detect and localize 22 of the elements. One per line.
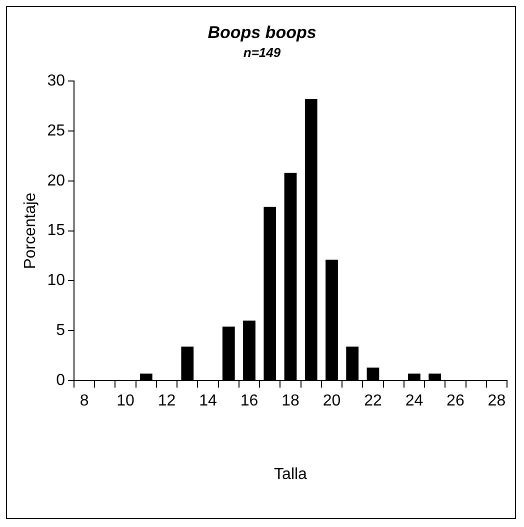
x-tick-label: 26 [446,392,464,410]
x-tick-label: 12 [158,392,176,410]
y-tick-label: 10 [47,272,66,290]
x-tick-label: 20 [322,392,341,410]
x-axis-title: Talla [274,466,308,483]
x-tick-label: 22 [364,392,382,410]
y-tick-label: 30 [47,72,66,90]
x-tick-label: 24 [405,392,424,410]
y-tick-label: 20 [47,172,66,190]
chart-title: Boops boops [208,22,316,42]
y-tick-label: 15 [47,222,66,240]
chart-subtitle: n=149 [243,44,282,60]
x-tick-label: 10 [116,392,135,410]
y-axis-title: Porcentaje [22,192,40,270]
y-tick-label: 25 [47,122,66,140]
x-tick-label: 14 [199,392,218,410]
x-tick-label: 16 [240,392,258,410]
x-tick-label: 18 [282,392,300,410]
x-tick-label: 8 [80,392,89,410]
y-tick-label: 0 [56,372,66,390]
x-tick-label: 28 [488,392,506,410]
y-tick-label: 5 [56,322,66,340]
